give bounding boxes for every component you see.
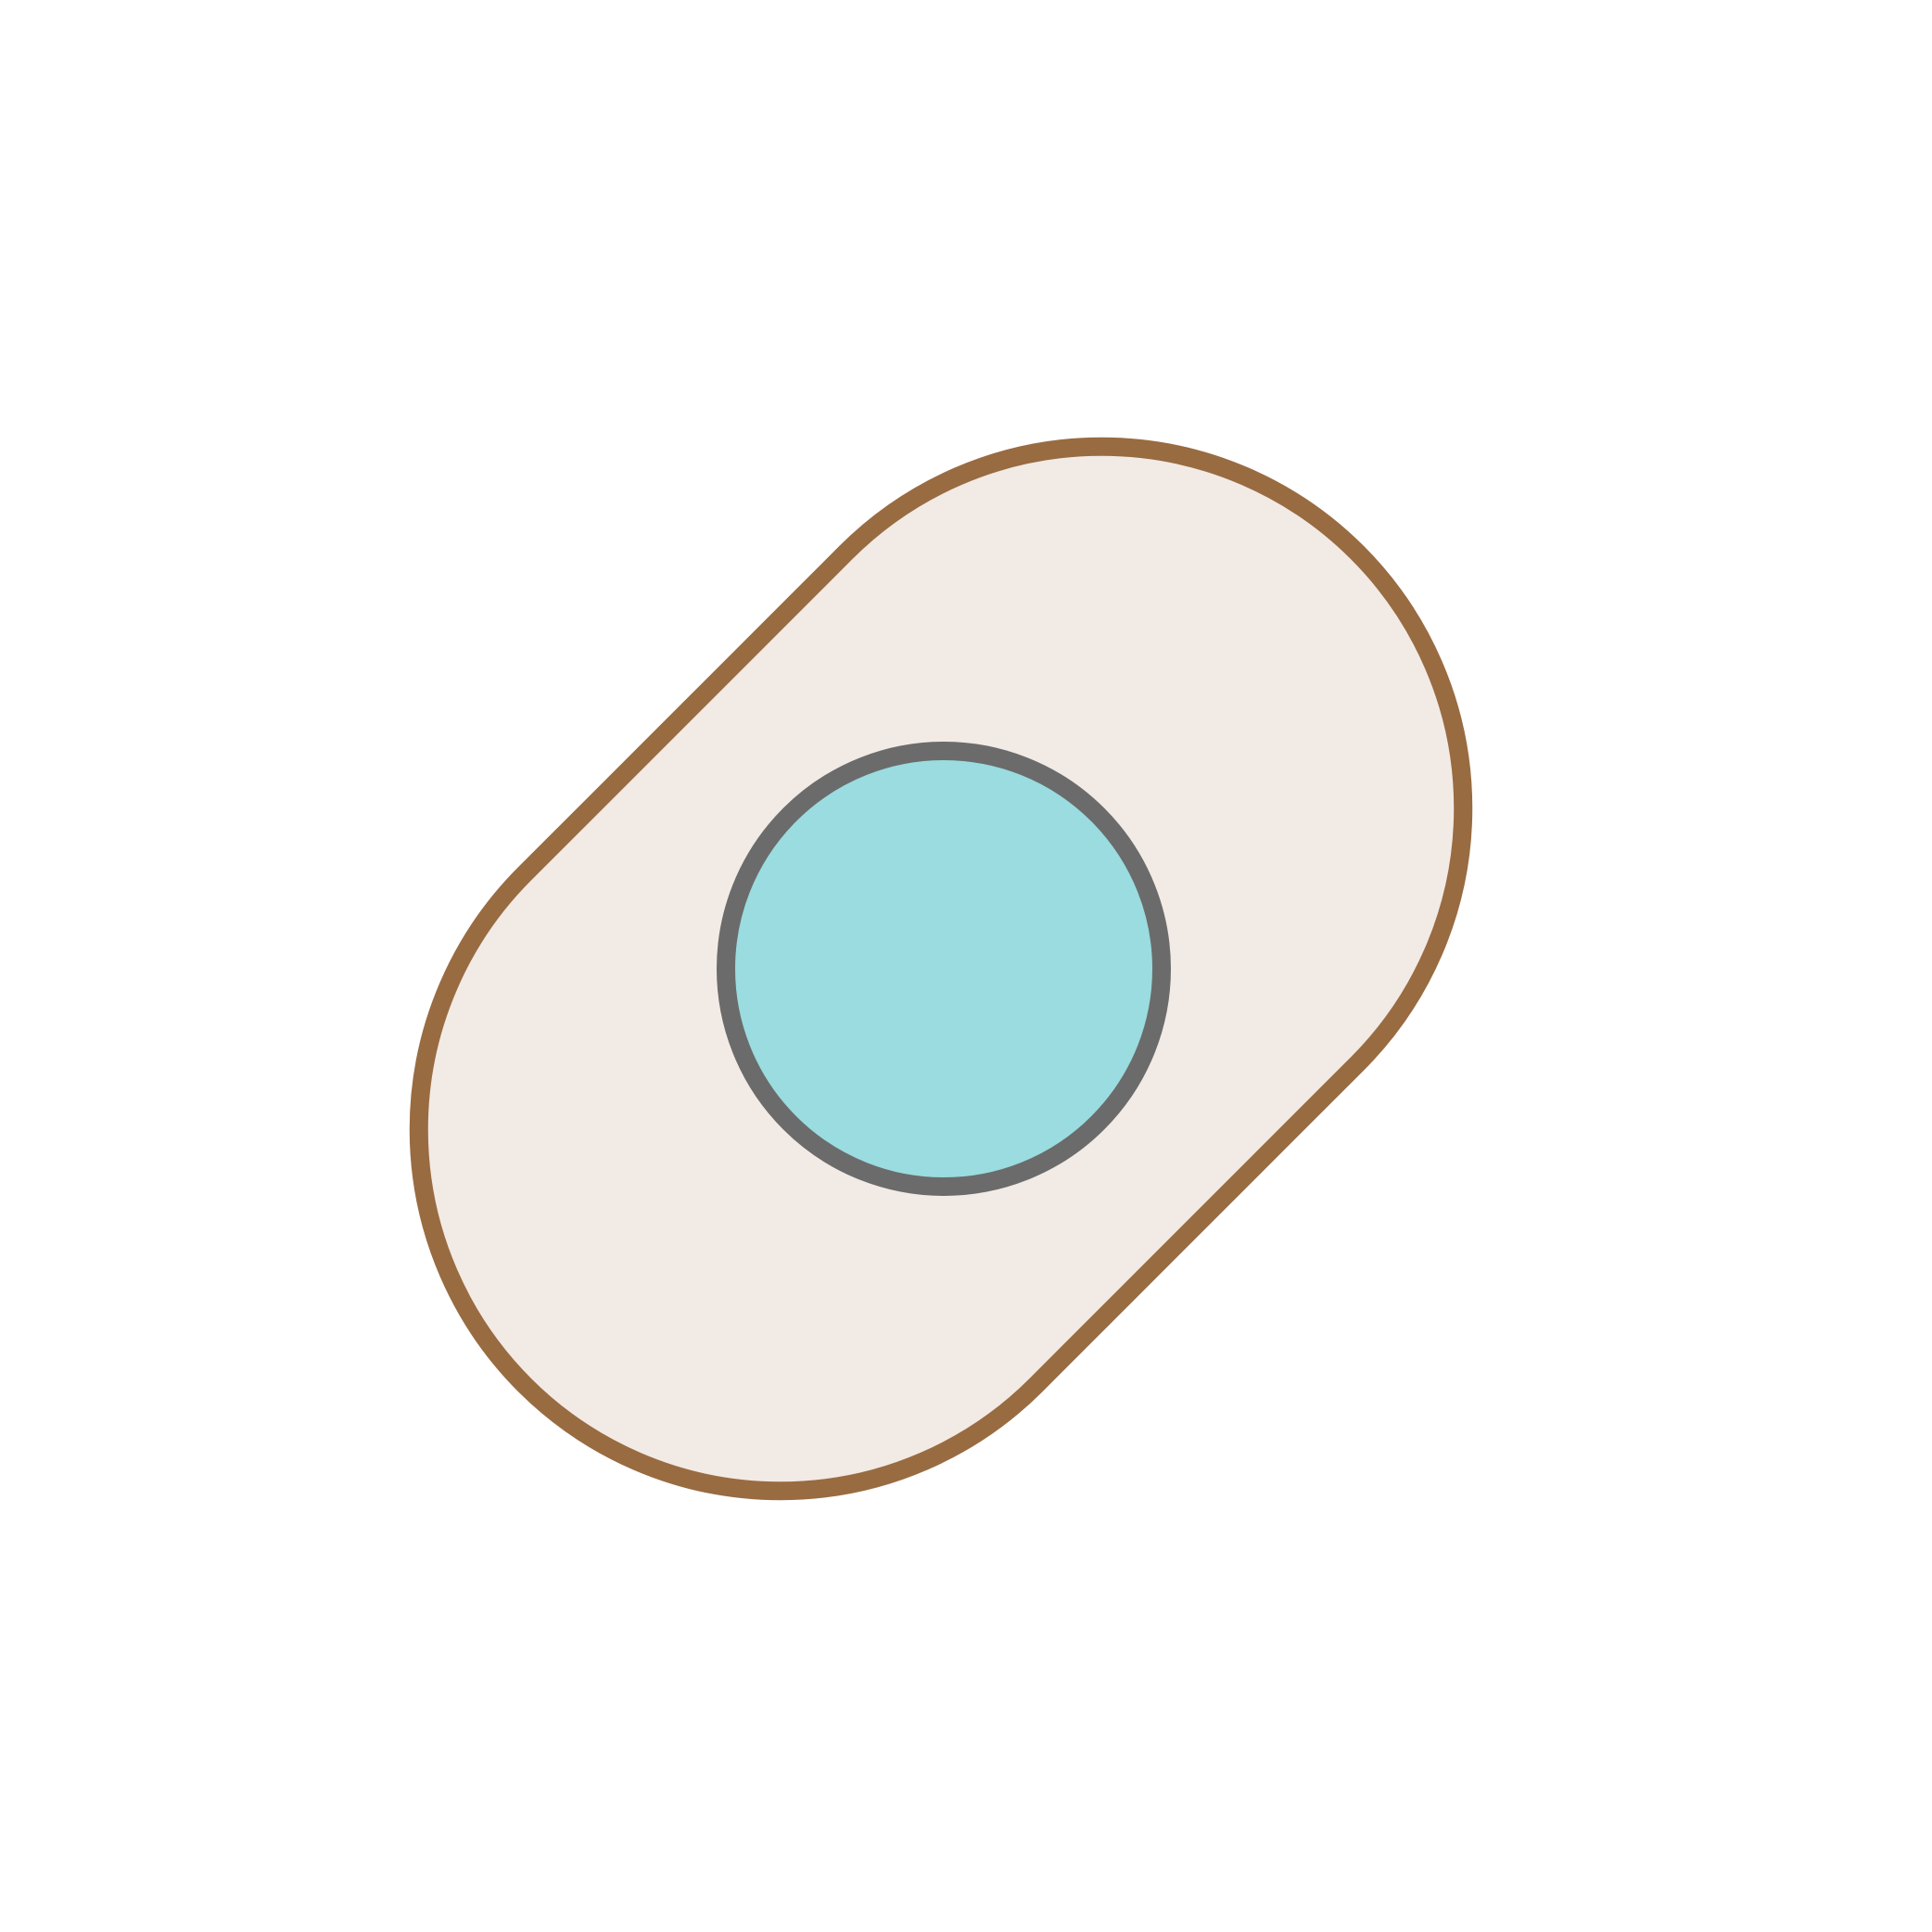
gauze-pad (717, 742, 1171, 1196)
